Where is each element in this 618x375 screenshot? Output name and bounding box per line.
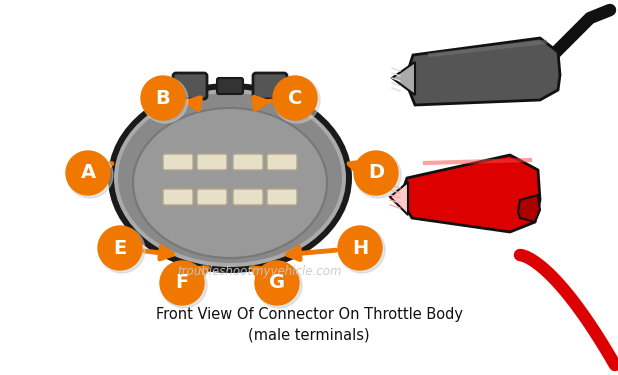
Circle shape: [273, 76, 317, 120]
FancyBboxPatch shape: [217, 78, 243, 94]
FancyBboxPatch shape: [253, 73, 287, 99]
FancyBboxPatch shape: [197, 189, 227, 205]
Text: A: A: [80, 164, 96, 183]
Text: F: F: [176, 273, 188, 292]
Text: B: B: [156, 88, 171, 108]
Text: G: G: [269, 273, 285, 292]
Circle shape: [99, 227, 145, 273]
Circle shape: [67, 152, 113, 198]
Circle shape: [255, 261, 299, 305]
Circle shape: [142, 77, 188, 123]
Polygon shape: [518, 195, 540, 222]
Ellipse shape: [108, 83, 352, 273]
FancyBboxPatch shape: [163, 154, 193, 170]
FancyBboxPatch shape: [163, 189, 193, 205]
Circle shape: [355, 152, 401, 198]
Text: Front View Of Connector On Throttle Body: Front View Of Connector On Throttle Body: [156, 308, 462, 322]
Circle shape: [141, 76, 185, 120]
FancyBboxPatch shape: [197, 154, 227, 170]
Text: (male terminals): (male terminals): [248, 327, 370, 342]
Circle shape: [354, 151, 398, 195]
FancyBboxPatch shape: [267, 154, 297, 170]
Circle shape: [338, 226, 382, 270]
Text: troubleshootmyvehicle.com: troubleshootmyvehicle.com: [178, 266, 342, 279]
Ellipse shape: [118, 93, 342, 263]
FancyBboxPatch shape: [173, 73, 207, 99]
Circle shape: [256, 262, 302, 308]
Text: D: D: [368, 164, 384, 183]
FancyBboxPatch shape: [233, 154, 263, 170]
FancyBboxPatch shape: [267, 189, 297, 205]
Circle shape: [274, 77, 320, 123]
Text: E: E: [113, 238, 127, 258]
Polygon shape: [390, 182, 408, 215]
Circle shape: [98, 226, 142, 270]
Circle shape: [66, 151, 110, 195]
FancyBboxPatch shape: [233, 189, 263, 205]
Circle shape: [161, 262, 207, 308]
Circle shape: [160, 261, 204, 305]
Polygon shape: [400, 155, 540, 232]
Text: H: H: [352, 238, 368, 258]
Polygon shape: [405, 38, 560, 105]
Circle shape: [339, 227, 385, 273]
Ellipse shape: [133, 108, 327, 258]
Text: C: C: [288, 88, 302, 108]
Ellipse shape: [114, 89, 346, 267]
Polygon shape: [392, 62, 415, 95]
